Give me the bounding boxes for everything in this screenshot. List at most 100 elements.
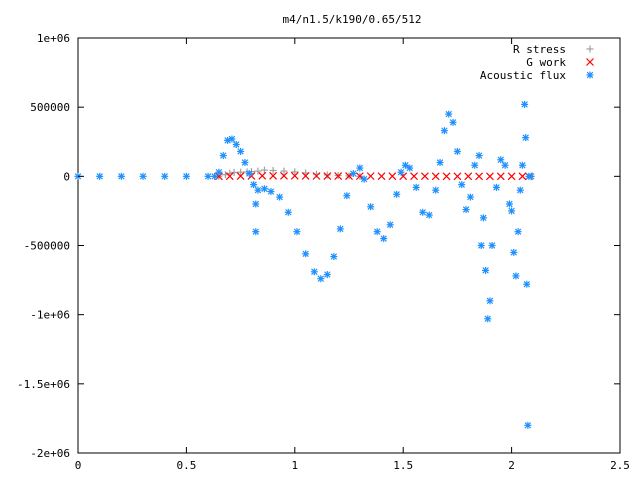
marker-stroke	[441, 127, 448, 134]
marker-stroke	[482, 267, 489, 274]
marker-stroke	[475, 152, 483, 159]
data-point	[269, 171, 278, 180]
legend-marker	[586, 71, 594, 79]
marker-stroke	[458, 181, 465, 188]
marker-stroke	[501, 162, 509, 169]
marker-stroke	[508, 207, 515, 215]
marker-stroke	[478, 242, 485, 249]
data-point	[458, 181, 466, 189]
data-point	[386, 221, 394, 229]
data-point	[505, 200, 513, 208]
marker-stroke	[343, 192, 351, 199]
data-point	[449, 118, 457, 126]
marker-stroke	[527, 173, 535, 180]
marker-stroke	[488, 242, 496, 249]
legend-label: Acoustic flux	[480, 69, 566, 82]
data-point	[373, 228, 381, 236]
data-point	[486, 297, 494, 305]
marker-stroke	[432, 186, 439, 194]
marker-stroke	[96, 173, 103, 180]
y-tick-label: 500000	[30, 101, 70, 114]
marker-stroke	[402, 162, 409, 169]
data-point	[330, 253, 338, 261]
marker-stroke	[233, 141, 240, 148]
series-g-work	[214, 171, 533, 181]
marker-stroke	[497, 156, 504, 163]
marker-stroke	[475, 172, 484, 181]
data-point	[237, 147, 245, 155]
marker-stroke	[228, 135, 236, 143]
data-point	[241, 159, 249, 166]
marker-stroke	[377, 172, 386, 181]
data-point	[518, 161, 526, 169]
data-point	[323, 271, 331, 279]
marker-stroke	[453, 172, 462, 181]
marker-stroke	[442, 172, 451, 181]
marker-stroke	[261, 185, 268, 193]
y-tick-label: -2e+06	[30, 447, 70, 460]
marker-stroke	[311, 268, 318, 276]
marker-stroke	[412, 184, 420, 191]
data-point	[323, 171, 331, 179]
marker-stroke	[323, 172, 332, 180]
x-tick-label: 0	[75, 459, 82, 472]
data-point	[204, 172, 212, 180]
marker-stroke	[285, 209, 292, 216]
data-point	[250, 181, 258, 189]
data-point	[254, 186, 262, 194]
marker-stroke	[486, 297, 494, 305]
marker-stroke	[425, 211, 433, 219]
marker-stroke	[301, 171, 310, 180]
data-point	[366, 172, 375, 181]
marker-stroke	[586, 58, 594, 66]
marker-stroke	[493, 184, 500, 191]
x-tick-label: 2.5	[610, 459, 630, 472]
marker-stroke	[480, 214, 487, 222]
series-acoustic-flux	[74, 100, 535, 429]
marker-stroke	[517, 186, 524, 194]
marker-stroke	[220, 152, 227, 159]
marker-stroke	[410, 172, 418, 181]
marker-stroke	[258, 171, 267, 180]
legend-marker	[586, 58, 594, 66]
marker-stroke	[118, 173, 125, 180]
marker-stroke	[436, 159, 444, 166]
data-point	[302, 250, 310, 258]
marker-stroke	[467, 193, 474, 201]
data-point	[377, 172, 386, 181]
data-point	[497, 156, 505, 164]
marker-stroke	[471, 162, 478, 169]
data-point	[479, 214, 487, 222]
marker-stroke	[293, 228, 301, 235]
data-point	[310, 268, 318, 276]
y-tick-label: -1e+06	[30, 309, 70, 322]
data-point	[254, 167, 262, 175]
marker-stroke	[330, 253, 338, 260]
data-point	[367, 203, 375, 211]
data-point	[225, 172, 234, 181]
data-point	[267, 188, 275, 196]
marker-stroke	[454, 148, 461, 155]
marker-stroke	[397, 168, 405, 176]
data-point	[237, 168, 245, 176]
marker-stroke	[380, 235, 387, 242]
marker-stroke	[324, 271, 331, 278]
data-point	[312, 172, 321, 180]
data-point	[488, 242, 496, 249]
data-point	[397, 168, 405, 176]
data-point	[496, 172, 505, 181]
marker-stroke	[406, 164, 413, 172]
marker-stroke	[386, 221, 394, 228]
data-point	[280, 167, 288, 175]
data-point	[471, 161, 479, 169]
marker-stroke	[302, 250, 309, 258]
marker-stroke	[360, 175, 368, 183]
data-point	[492, 183, 500, 191]
legend-label: R stress	[513, 43, 566, 56]
data-point	[252, 228, 260, 236]
marker-stroke	[519, 162, 526, 169]
data-point	[291, 168, 299, 176]
data-point	[512, 272, 520, 280]
